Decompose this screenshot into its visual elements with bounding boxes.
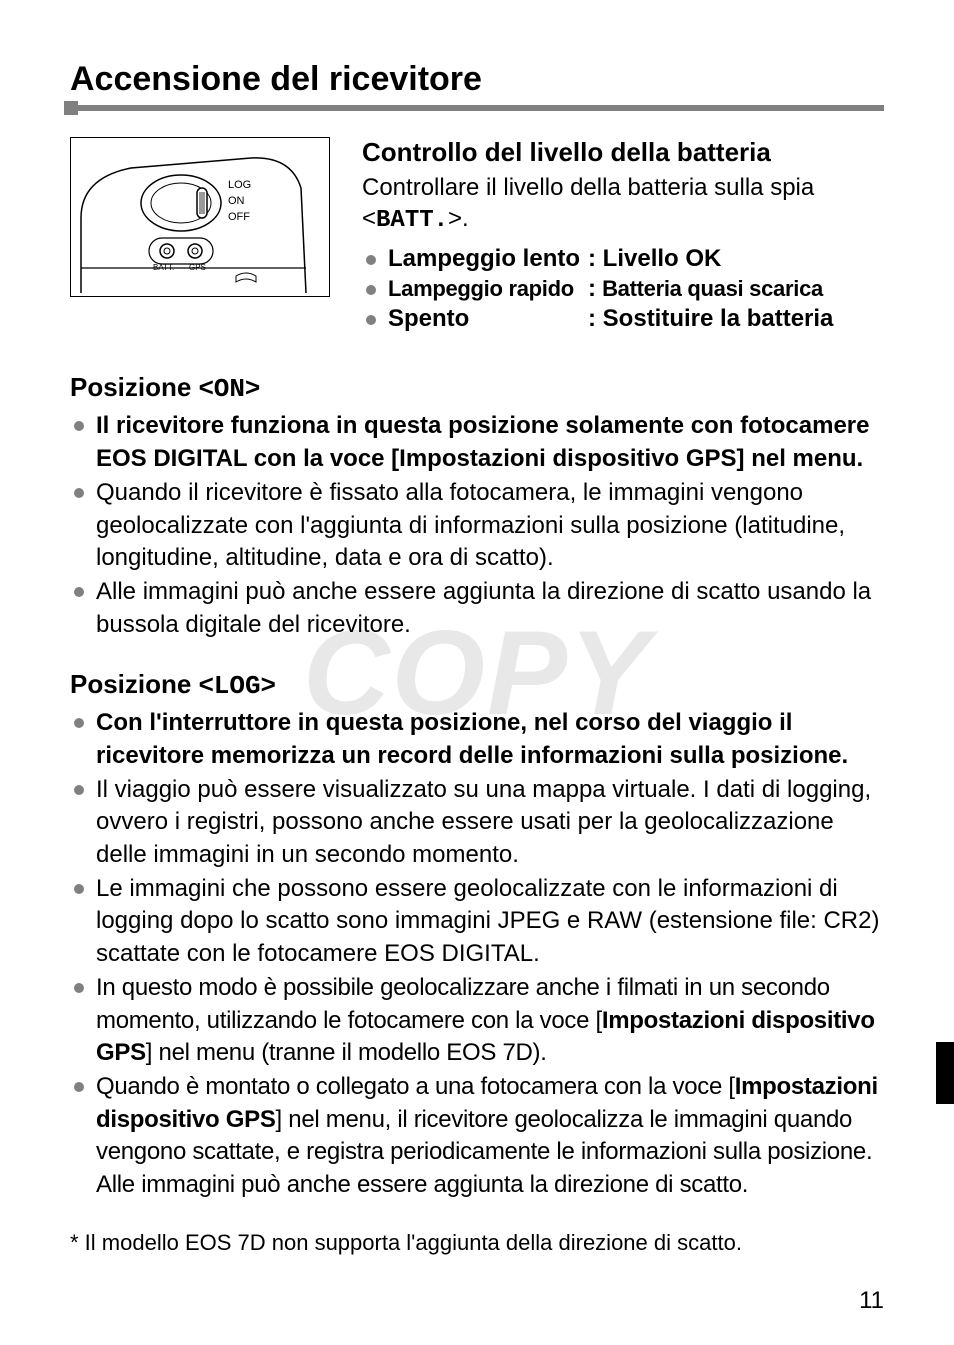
battery-intro: Controllare il livello della batteria su…	[362, 172, 884, 236]
battery-status-list: Lampeggio lento: Livello OK Lampeggio ra…	[362, 244, 884, 334]
receiver-diagram: LOG ON OFF BATT. GPS	[70, 137, 330, 297]
side-tab-marker	[936, 1042, 954, 1104]
battery-status-item: Lampeggio rapido: Batteria quasi scarica	[362, 274, 884, 304]
page-title: Accensione del ricevitore	[70, 60, 884, 99]
list-item: Il viaggio può essere visualizzato su un…	[70, 774, 884, 871]
page-number: 11	[859, 1287, 884, 1315]
list-item: Quando è montato o collegato a una fotoc…	[70, 1071, 884, 1201]
battery-status-item: Lampeggio lento: Livello OK	[362, 244, 884, 274]
diagram-label-on: ON	[228, 195, 245, 207]
list-item: Alle immagini può anche essere aggiunta …	[70, 576, 884, 641]
title-rule	[70, 105, 884, 111]
diagram-label-off: OFF	[228, 211, 250, 223]
on-position-section: Posizione <ON> Il ricevitore funziona in…	[70, 372, 884, 641]
battery-status-item: Spento: Sostituire la batteria	[362, 304, 884, 334]
list-item: Le immagini che possono essere geolocali…	[70, 873, 884, 970]
battery-heading: Controllo del livello della batteria	[362, 137, 884, 168]
diagram-label-batt: BATT.	[153, 263, 174, 272]
on-heading: Posizione <ON>	[70, 372, 884, 404]
log-position-section: Posizione <LOG> Con l'interruttore in qu…	[70, 669, 884, 1201]
list-item: Quando il ricevitore è fissato alla foto…	[70, 477, 884, 574]
log-heading: Posizione <LOG>	[70, 669, 884, 701]
log-bullet-list: Con l'interruttore in questa posizione, …	[70, 707, 884, 1201]
on-bullet-list: Il ricevitore funziona in questa posizio…	[70, 410, 884, 641]
list-item: Il ricevitore funziona in questa posizio…	[70, 410, 884, 475]
list-item: In questo modo è possibile geolocalizzar…	[70, 972, 884, 1069]
diagram-label-log: LOG	[228, 179, 251, 191]
footnote: * Il modello EOS 7D non supporta l'aggiu…	[70, 1229, 884, 1258]
diagram-label-gps: GPS	[189, 263, 206, 272]
list-item: Con l'interruttore in questa posizione, …	[70, 707, 884, 772]
